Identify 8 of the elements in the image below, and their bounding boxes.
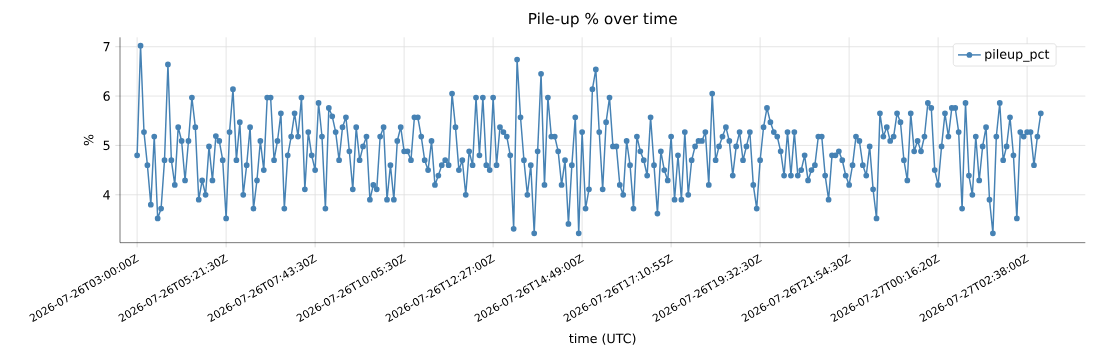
chart-title: Pile-up % over time bbox=[529, 12, 677, 28]
legend-label: pileup_pct bbox=[985, 49, 1050, 62]
y-tick-label: 6 bbox=[103, 91, 110, 101]
x-axis-title: time (UTC) bbox=[569, 333, 636, 345]
y-axis-title: % bbox=[83, 134, 94, 146]
y-tick-label: 5 bbox=[103, 140, 110, 151]
y-tick-label: 7 bbox=[103, 42, 110, 52]
y-tick-label: 4 bbox=[103, 190, 110, 200]
